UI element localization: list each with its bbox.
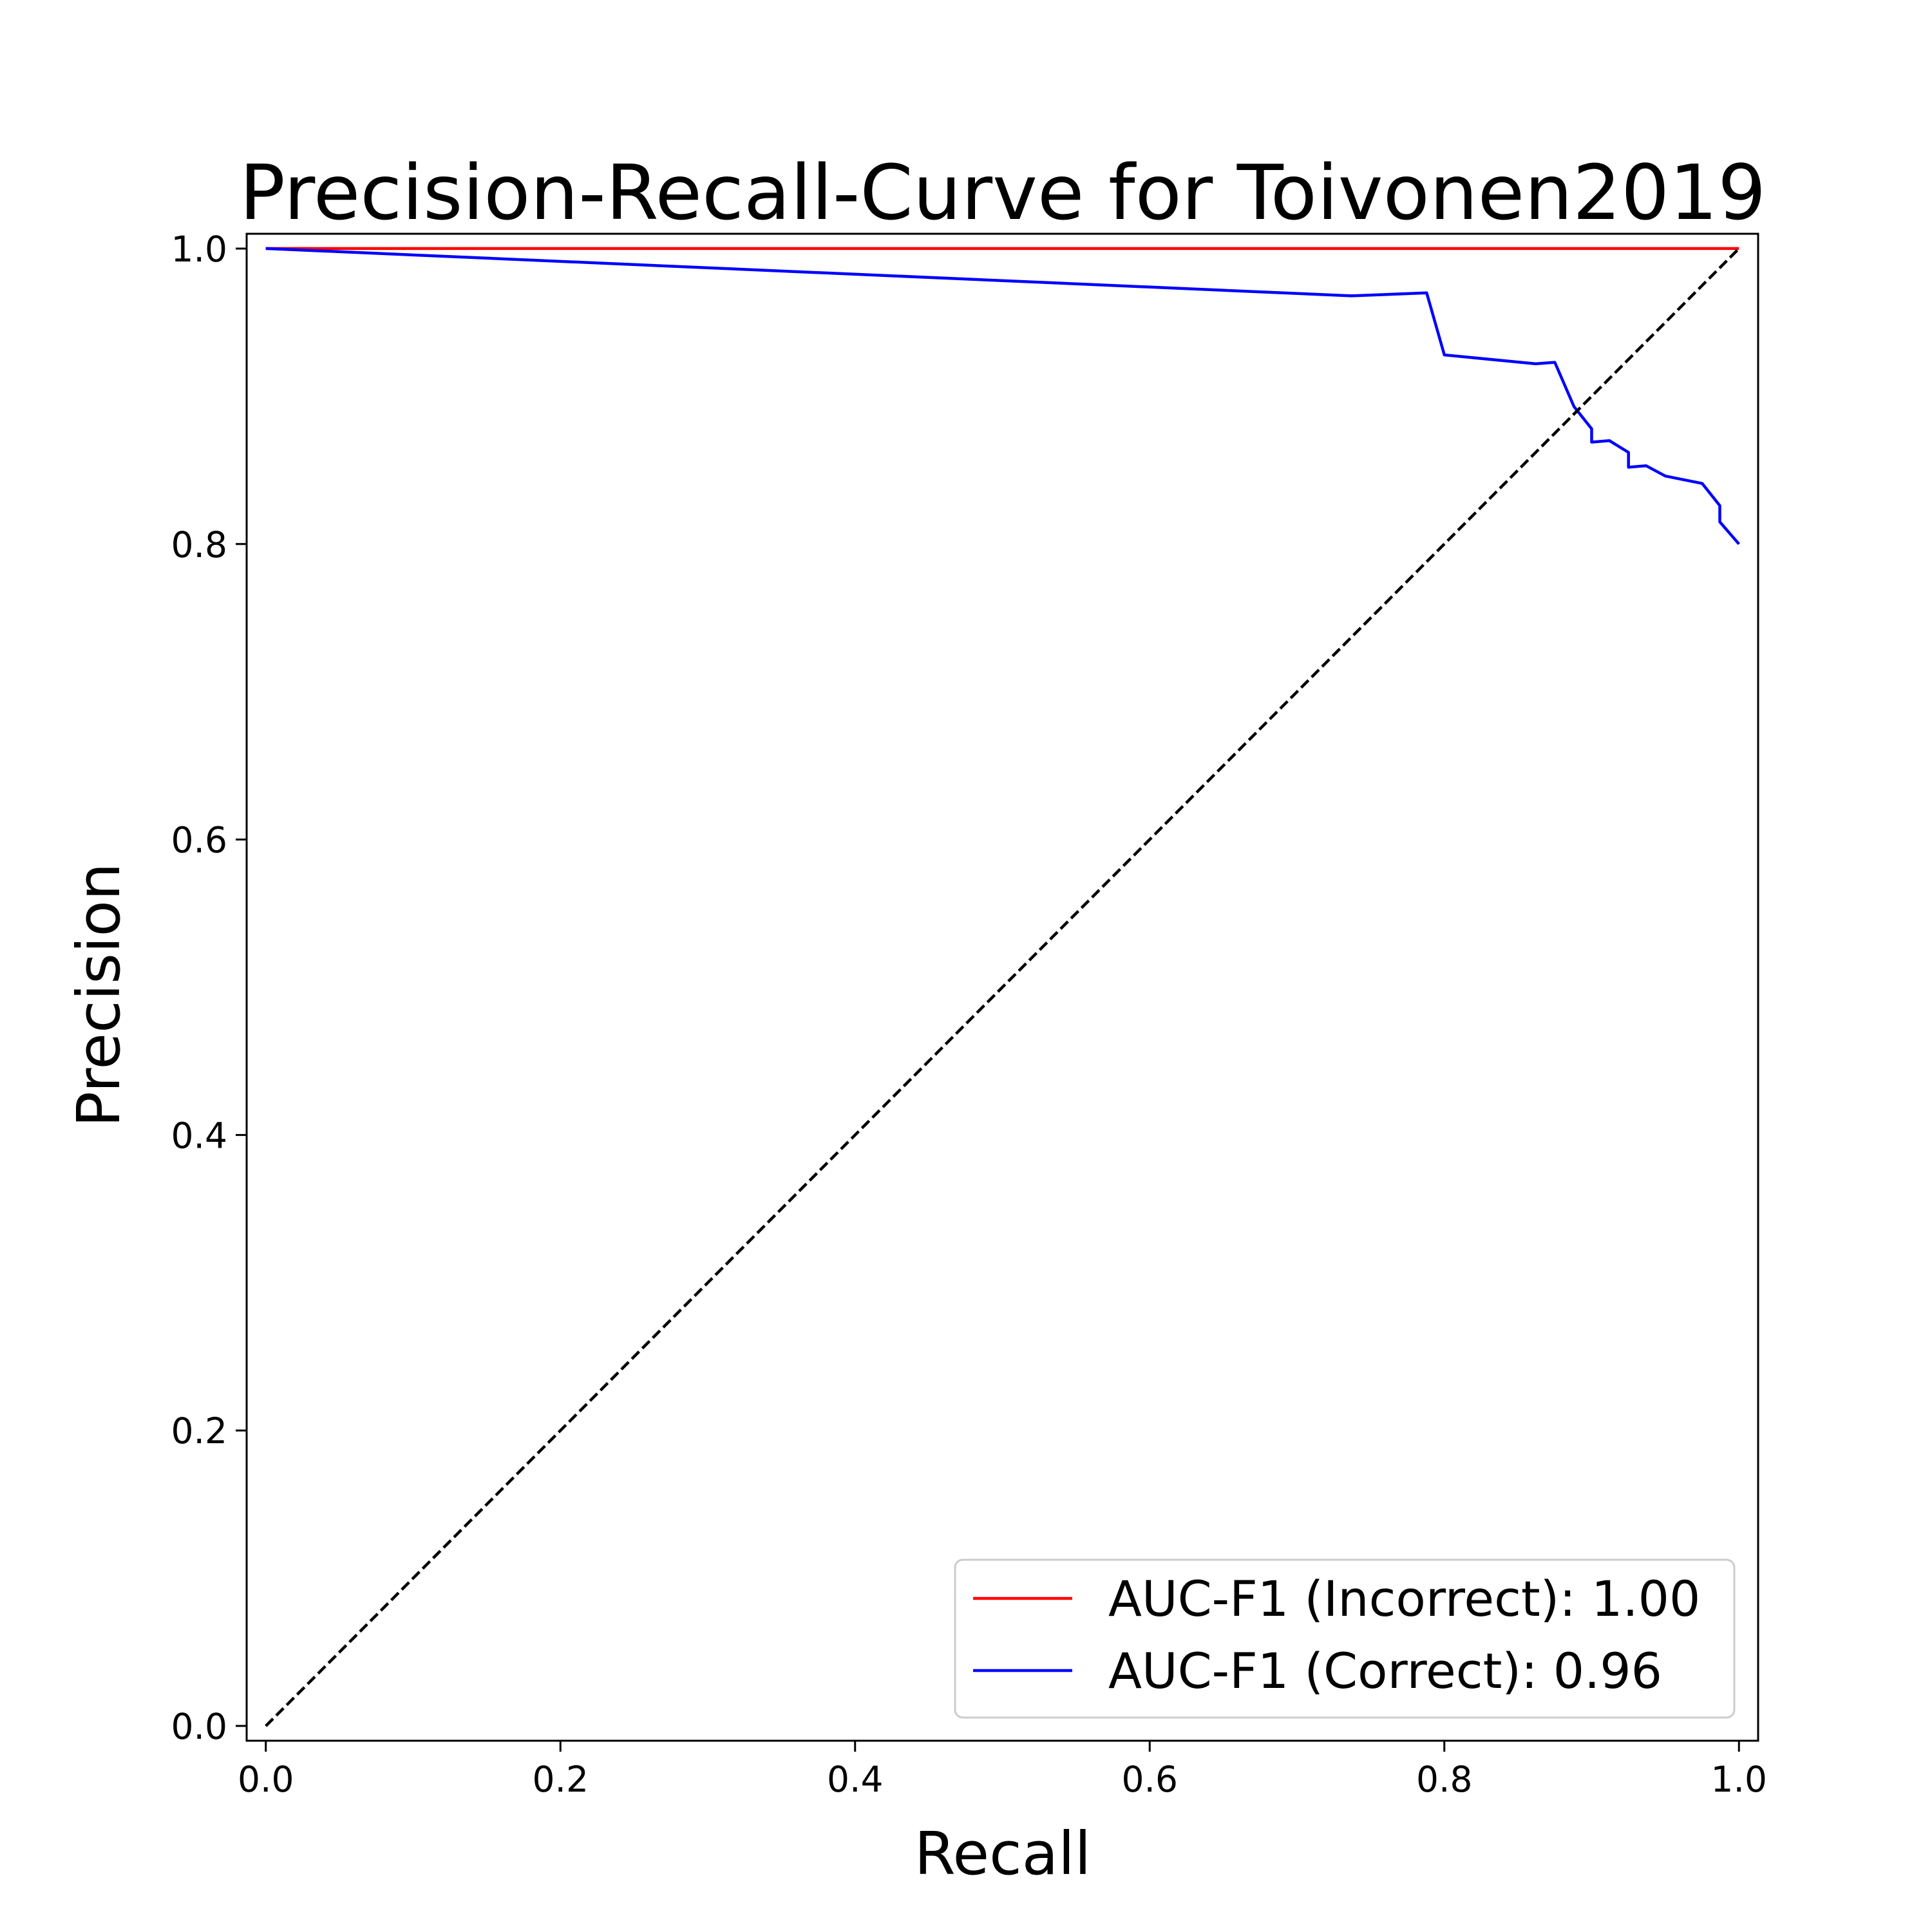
y-axis-label: Precision	[64, 863, 133, 1128]
y-tick-label: 1.0	[171, 229, 227, 270]
plot-area	[265, 247, 1741, 1727]
axes: 0.0 0.2 0.4 0.6 0.8 1.0 0.0 0.2 0.4 0.6 0.8 1.0	[171, 229, 1767, 1800]
y-tick-label: 0.2	[171, 1410, 227, 1452]
x-tick-label: 0.2	[533, 1759, 589, 1800]
x-tick-label: 0.4	[827, 1759, 883, 1800]
x-tick-label: 0.0	[238, 1759, 294, 1800]
y-tick-label: 0.6	[171, 820, 227, 861]
x-axis-label: Recall	[914, 1819, 1091, 1888]
legend-box	[954, 1558, 1736, 1719]
x-tick-label: 1.0	[1711, 1759, 1767, 1800]
x-tick-label: 0.8	[1416, 1759, 1472, 1800]
legend-item-incorrect-label: AUC-F1 (Incorrect): 1.00	[1108, 1570, 1700, 1627]
y-tick-label: 0.0	[171, 1706, 227, 1747]
diagonal-reference-line	[265, 247, 1740, 1727]
series-correct-line	[265, 247, 1741, 545]
legend: AUC-F1 (Incorrect): 1.00 AUC-F1 (Correct)…	[954, 1558, 1736, 1719]
y-tick-label: 0.4	[171, 1115, 227, 1156]
y-tick-label: 0.8	[171, 524, 227, 565]
legend-item-correct-label: AUC-F1 (Correct): 0.96	[1108, 1642, 1662, 1700]
chart-title: Precision-Recall-Curve for Toivonen2019	[240, 148, 1766, 237]
axes-frame	[245, 232, 1759, 1742]
x-tick-label: 0.6	[1122, 1759, 1178, 1800]
